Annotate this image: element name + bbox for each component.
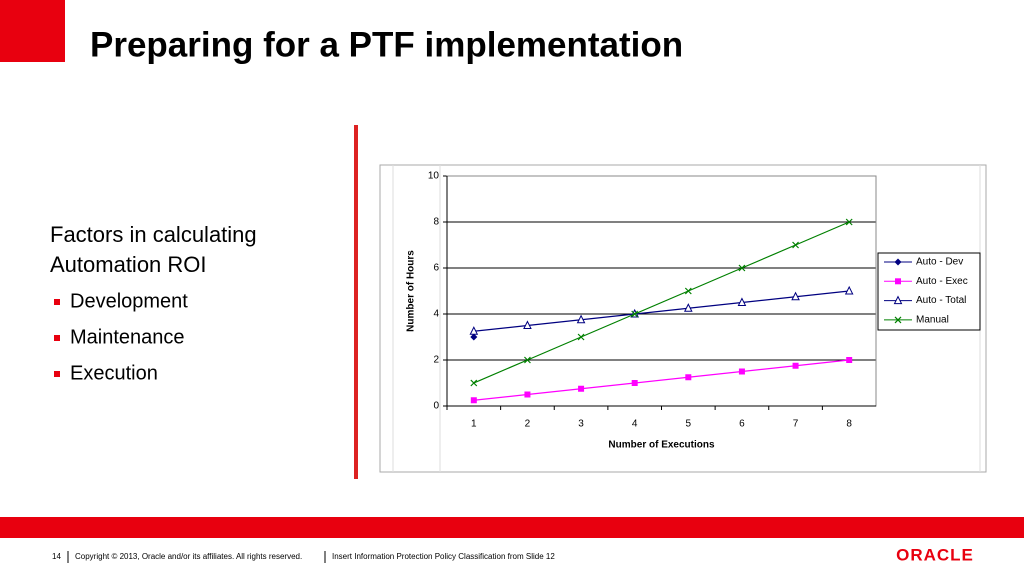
legend-label: Auto - Exec <box>916 276 968 287</box>
bullets: Development Maintenance Execution <box>54 290 188 384</box>
marker <box>523 320 532 329</box>
marker <box>631 310 639 318</box>
marker <box>845 218 853 226</box>
marker <box>469 326 479 335</box>
marker <box>524 391 531 398</box>
legend-label: Auto - Total <box>916 295 966 306</box>
marker <box>791 291 800 301</box>
marker <box>576 314 586 324</box>
marker <box>684 287 692 295</box>
marker <box>577 333 585 341</box>
y-axis-label: Number of Hours <box>406 250 417 332</box>
marker <box>846 357 853 363</box>
bullet: Maintenance <box>70 326 185 348</box>
marker <box>893 295 903 305</box>
marker <box>844 285 854 295</box>
series-line <box>473 221 850 384</box>
series-line <box>473 290 850 332</box>
marker <box>470 333 478 341</box>
y-tick-label: 6 <box>433 263 439 274</box>
y-tick-label: 4 <box>433 309 439 320</box>
marker <box>894 258 902 266</box>
marker <box>631 380 638 386</box>
slide-title: Preparing for a PTF implementation <box>90 25 683 64</box>
heading-box: Factors in calculating Automation ROI <box>50 222 257 277</box>
y-tick-label: 8 <box>433 217 439 228</box>
marker <box>895 278 901 285</box>
x-tick-label: 7 <box>793 419 799 430</box>
x-tick-label: 6 <box>739 419 745 430</box>
x-tick-label: 8 <box>846 419 852 430</box>
marker <box>737 297 747 306</box>
marker <box>792 362 799 369</box>
x-axis-label: Number of Executions <box>608 440 715 451</box>
marker <box>470 397 477 404</box>
marker <box>470 379 478 387</box>
legend-label: Auto - Dev <box>916 257 963 268</box>
marker <box>524 356 531 364</box>
marker <box>738 368 745 375</box>
y-tick-label: 0 <box>433 401 439 412</box>
marker <box>792 241 799 249</box>
marker <box>738 264 746 272</box>
legend-label: Manual <box>916 315 949 326</box>
bullet: Development <box>70 290 188 312</box>
marker <box>684 303 693 312</box>
y-tick-label: 2 <box>433 355 439 366</box>
x-tick-label: 5 <box>686 419 692 430</box>
footer-bar <box>0 517 1024 538</box>
divider <box>354 125 358 479</box>
marker <box>578 385 585 392</box>
x-tick-label: 1 <box>471 419 477 430</box>
marker <box>685 374 692 381</box>
y-tick-label: 10 <box>428 171 440 182</box>
logo: ORACLE <box>896 545 974 564</box>
page-number: 14 <box>52 552 61 561</box>
bullet-marker <box>54 335 60 341</box>
corner-block <box>0 0 65 62</box>
marker <box>894 316 902 324</box>
bullet: Execution <box>70 362 158 384</box>
bullet-marker <box>54 299 60 305</box>
heading: Factors in calculating Automation ROI <box>50 222 257 277</box>
bullet-marker <box>54 371 60 377</box>
classification: Insert Information Protection Policy Cla… <box>332 552 555 561</box>
copyright: Copyright © 2013, Oracle and/or its affi… <box>75 552 302 561</box>
x-tick-label: 2 <box>525 419 531 430</box>
x-tick-label: 4 <box>632 419 638 430</box>
x-tick-label: 3 <box>578 419 584 430</box>
series-line <box>473 359 850 401</box>
